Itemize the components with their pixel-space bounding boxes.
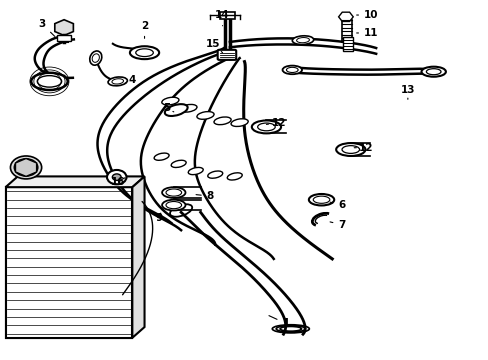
Ellipse shape: [335, 143, 365, 156]
Ellipse shape: [31, 73, 68, 90]
Bar: [220, 12, 234, 19]
Bar: [57, 35, 71, 41]
Text: 10: 10: [356, 10, 378, 20]
Circle shape: [18, 162, 34, 173]
Circle shape: [112, 174, 121, 180]
Ellipse shape: [90, 51, 102, 65]
Polygon shape: [5, 176, 144, 187]
Bar: [342, 37, 352, 51]
Text: 13: 13: [400, 85, 414, 99]
Ellipse shape: [108, 77, 127, 86]
Ellipse shape: [162, 187, 185, 198]
Circle shape: [107, 170, 126, 184]
FancyBboxPatch shape: [217, 50, 236, 60]
Bar: [5, 187, 132, 338]
Text: 2: 2: [141, 21, 148, 39]
Polygon shape: [132, 176, 144, 338]
Ellipse shape: [231, 119, 248, 126]
Ellipse shape: [188, 167, 203, 175]
Text: 16: 16: [110, 177, 125, 187]
Text: 15: 15: [205, 39, 222, 53]
Ellipse shape: [421, 67, 445, 77]
Text: 3: 3: [39, 19, 55, 36]
Ellipse shape: [164, 104, 187, 116]
Text: 7: 7: [329, 220, 345, 230]
Text: 11: 11: [356, 28, 378, 38]
Ellipse shape: [207, 171, 222, 178]
Text: 14: 14: [215, 10, 229, 26]
Bar: [5, 187, 132, 338]
Text: 12: 12: [353, 143, 373, 153]
Ellipse shape: [130, 46, 159, 59]
Ellipse shape: [251, 121, 281, 134]
Ellipse shape: [171, 160, 186, 167]
Ellipse shape: [180, 104, 197, 112]
Ellipse shape: [214, 117, 231, 125]
Ellipse shape: [154, 153, 169, 160]
Circle shape: [14, 159, 38, 176]
Text: 5: 5: [163, 103, 173, 113]
Ellipse shape: [227, 173, 242, 180]
Ellipse shape: [282, 66, 302, 74]
Text: 1: 1: [268, 316, 289, 328]
Ellipse shape: [197, 112, 214, 119]
Text: 9: 9: [155, 213, 163, 222]
Ellipse shape: [162, 200, 185, 211]
Text: 8: 8: [196, 191, 214, 201]
Ellipse shape: [162, 97, 179, 105]
Text: 12: 12: [266, 118, 285, 128]
Text: 4: 4: [125, 75, 136, 85]
Polygon shape: [16, 158, 37, 176]
Ellipse shape: [292, 36, 313, 45]
Circle shape: [10, 156, 41, 179]
Text: 6: 6: [329, 200, 345, 210]
Ellipse shape: [308, 194, 333, 206]
